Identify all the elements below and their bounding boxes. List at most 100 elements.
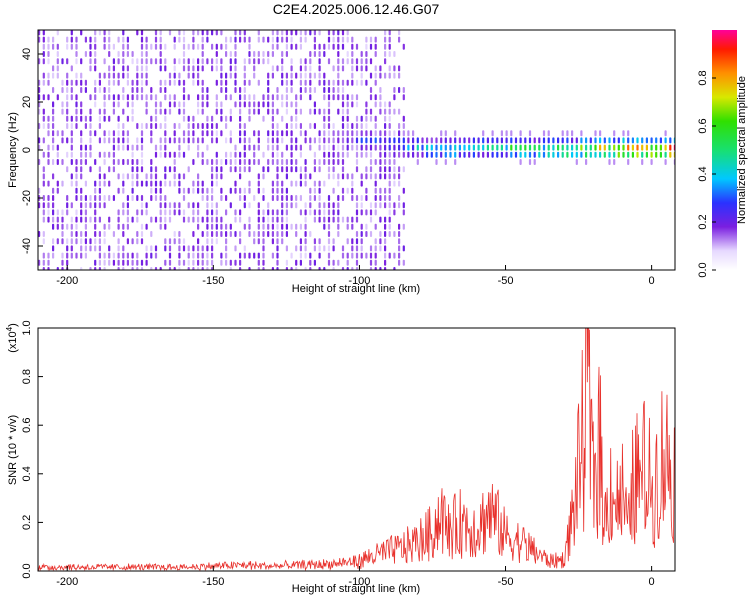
heat-cell xyxy=(80,130,83,137)
heat-cell xyxy=(234,187,237,194)
heat-cell xyxy=(309,72,312,79)
heat-cell xyxy=(271,101,274,108)
heat-cell xyxy=(89,51,92,57)
heat-cell xyxy=(281,72,284,79)
heat-cell xyxy=(103,108,106,115)
heat-cell xyxy=(47,216,50,223)
heat-cell xyxy=(243,195,246,201)
heat-cell xyxy=(126,51,129,57)
heat-cell xyxy=(318,79,321,86)
heat-cell xyxy=(84,144,87,151)
heat-cell xyxy=(159,58,162,65)
heat-cell xyxy=(229,58,232,65)
heat-cell xyxy=(239,173,242,180)
heat-cell xyxy=(108,51,111,57)
heat-cell xyxy=(482,130,485,137)
heat-cell xyxy=(112,65,115,72)
heat-cell xyxy=(117,51,120,57)
heat-cell xyxy=(253,151,256,158)
heat-cell xyxy=(201,101,204,108)
heat-cell xyxy=(309,209,312,216)
heat-cell xyxy=(318,166,321,173)
heat-cell xyxy=(206,159,209,165)
heat-cell xyxy=(239,101,242,108)
heat-cell xyxy=(341,130,345,137)
heat-cell xyxy=(234,36,237,43)
heat-cell xyxy=(355,65,359,72)
heat-cell xyxy=(220,223,223,230)
heat-cell xyxy=(257,202,260,209)
heat-cell xyxy=(225,231,228,237)
heat-cell xyxy=(66,108,69,115)
heat-cell xyxy=(108,72,111,79)
heat-cell xyxy=(295,166,298,173)
heat-cell xyxy=(482,151,485,158)
heat-cell xyxy=(75,166,78,173)
heat-cell xyxy=(126,43,129,50)
heat-cell xyxy=(318,195,321,201)
heat-cell xyxy=(211,130,214,137)
heat-cell xyxy=(332,216,335,223)
heat-cell xyxy=(402,223,405,230)
heat-cell xyxy=(257,36,260,43)
heat-cell xyxy=(519,137,522,144)
heat-cell xyxy=(192,115,195,122)
heat-cell xyxy=(164,259,167,266)
heat-cell xyxy=(281,94,284,101)
heat-cell xyxy=(491,144,494,151)
heat-cell xyxy=(206,144,209,151)
heat-cell xyxy=(398,87,401,93)
colorbar-label: Normalized spectral amplitude xyxy=(736,76,748,224)
heat-cell xyxy=(103,223,106,230)
heat-cell xyxy=(112,108,115,115)
heat-cell xyxy=(75,36,78,43)
spectrogram-y-label: Frequency (Hz) xyxy=(7,112,19,188)
heat-cell xyxy=(388,202,391,209)
heat-cell xyxy=(215,94,218,101)
heat-cell xyxy=(253,94,256,101)
heat-cell xyxy=(290,166,293,173)
heat-cell xyxy=(341,216,345,223)
heat-cell xyxy=(309,30,312,36)
heat-cell xyxy=(239,151,242,158)
heat-cell xyxy=(187,252,190,259)
heat-cell xyxy=(164,202,167,209)
heat-cell xyxy=(374,259,377,266)
heat-cell xyxy=(131,144,134,151)
heat-cell xyxy=(384,72,387,79)
heat-cell xyxy=(664,137,667,144)
heat-cell xyxy=(136,259,139,266)
snr-x-ticks: -200 -150 -100 -50 0 xyxy=(56,566,655,588)
heat-cell xyxy=(355,216,359,223)
heat-cell xyxy=(267,94,270,101)
heat-cell xyxy=(201,180,204,187)
heat-cell xyxy=(327,87,331,93)
heat-cell xyxy=(594,144,597,151)
heat-cell xyxy=(234,259,237,266)
heat-cell xyxy=(98,137,101,144)
heat-cell xyxy=(229,65,232,72)
heat-cell xyxy=(355,245,359,252)
heat-cell xyxy=(80,173,83,180)
heat-cell xyxy=(70,65,73,72)
heat-cell xyxy=(52,159,55,165)
heat-cell xyxy=(197,187,200,194)
heat-cell xyxy=(215,79,218,86)
heat-cell xyxy=(108,36,111,43)
heat-cell xyxy=(496,137,499,144)
heat-cell xyxy=(201,252,204,259)
heat-cell xyxy=(145,43,148,50)
heat-cell xyxy=(173,72,176,79)
heat-cell xyxy=(131,151,134,158)
heat-cell xyxy=(220,187,223,194)
heat-cell xyxy=(197,267,200,270)
heat-cell xyxy=(94,238,97,245)
heat-cell xyxy=(80,216,83,223)
heat-cell xyxy=(75,187,78,194)
heat-cell xyxy=(542,130,546,137)
heat-cell xyxy=(491,130,494,137)
heat-cell xyxy=(150,173,153,180)
heat-cell xyxy=(211,173,214,180)
heat-cell xyxy=(332,65,335,72)
heat-cell xyxy=(486,151,489,158)
